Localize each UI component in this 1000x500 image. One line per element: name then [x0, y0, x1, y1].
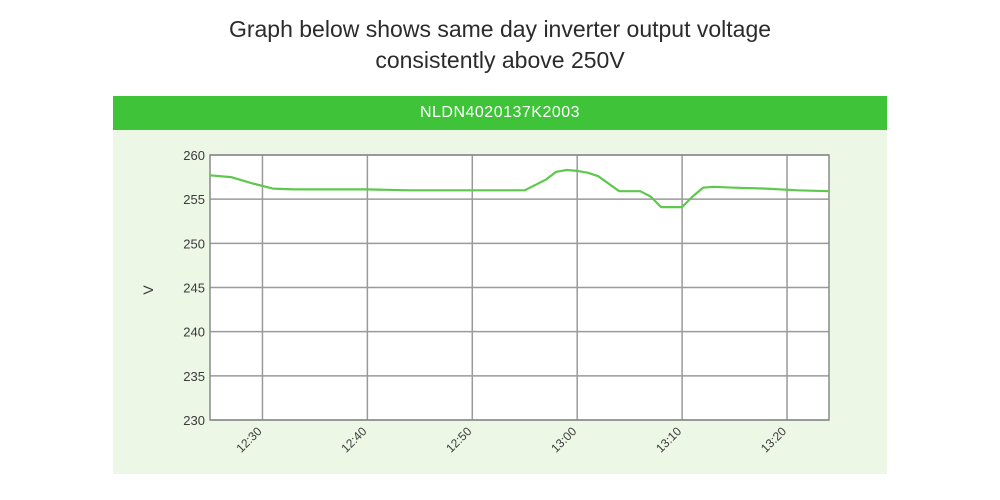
- y-tick-label: 250: [183, 236, 205, 251]
- y-tick-label: 230: [183, 413, 205, 428]
- chart-panel: NLDN4020137K2003 260 255 250 245 240 235 230 12…: [113, 96, 887, 474]
- plot-frame: [209, 154, 830, 421]
- caption-line-2: consistently above 250V: [375, 47, 625, 73]
- chart-caption: Graph below shows same day inverter outp…: [0, 14, 1000, 76]
- x-tick-label: 12:30: [233, 424, 264, 455]
- voltage-series-line: [209, 168, 830, 209]
- voltage-chart: 260 255 250 245 240 235 230 12:30 12:40 12:50 13:0…: [140, 148, 830, 455]
- caption-line-1: Graph below shows same day inverter outp…: [228, 16, 772, 42]
- y-tick-label: 245: [183, 281, 205, 296]
- y-tick-label: 240: [183, 325, 205, 340]
- y-tick-label: 255: [183, 192, 205, 207]
- x-tick-label: 12:40: [338, 424, 369, 455]
- y-axis-label: V: [140, 285, 156, 295]
- x-tick-label: 12:50: [443, 424, 474, 455]
- x-tick-label: 13:20: [758, 424, 789, 455]
- y-tick-label: 235: [183, 369, 205, 384]
- x-tick-label: 13:10: [653, 424, 684, 455]
- x-tick-label: 13:00: [548, 424, 579, 455]
- y-tick-label: 260: [183, 148, 205, 163]
- chart-title: NLDN4020137K2003: [113, 96, 887, 130]
